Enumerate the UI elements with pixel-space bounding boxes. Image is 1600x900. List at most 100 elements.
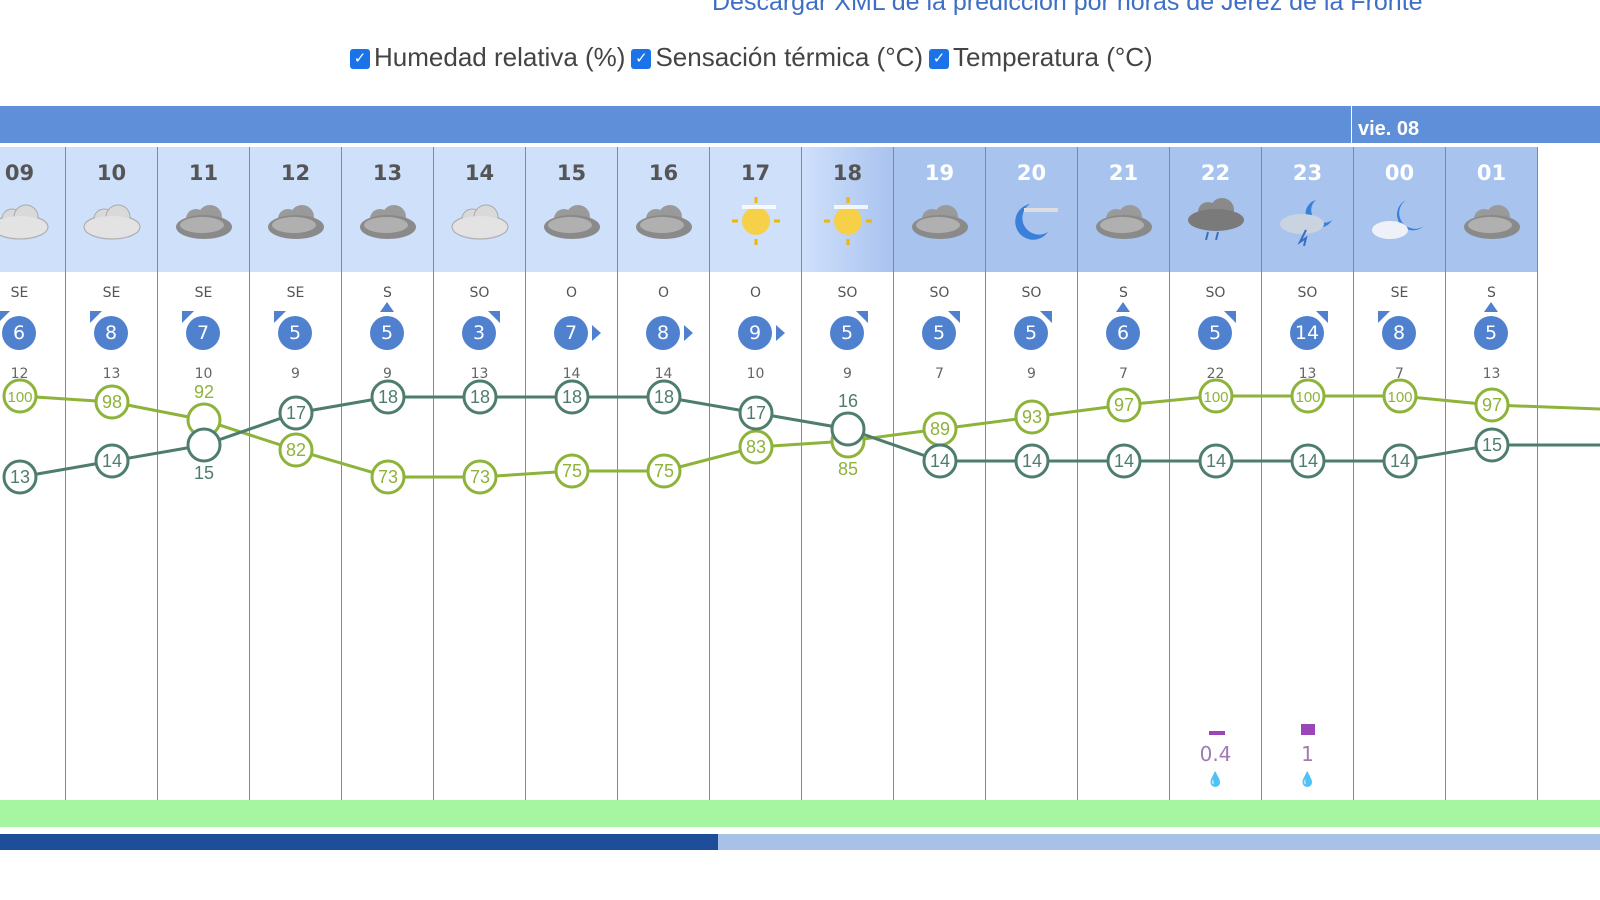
hour-column: 09 SE 6 12 bbox=[0, 147, 66, 827]
hour-label: 00 bbox=[1384, 161, 1415, 185]
wind-direction: SE bbox=[10, 285, 29, 301]
temperature-toggle[interactable]: ✓ Temperatura (°C) bbox=[929, 42, 1153, 73]
download-xml-link[interactable]: Descargar XML de la predicción por horas… bbox=[712, 0, 1423, 16]
hour-label: 22 bbox=[1200, 161, 1231, 185]
hour-header: 14 bbox=[434, 147, 525, 272]
checkbox-checked-icon[interactable]: ✓ bbox=[631, 49, 652, 70]
series-legend: ✓ Humedad relativa (%) ✓ Sensación térmica… bbox=[350, 42, 1153, 73]
hour-header: 12 bbox=[250, 147, 341, 272]
wind-direction: SO bbox=[929, 285, 950, 301]
hour-column: 01 S 5 13 bbox=[1446, 147, 1538, 827]
wind-direction: SO bbox=[469, 285, 490, 301]
wind-arrow-icon bbox=[684, 325, 693, 341]
hour-header: 18 bbox=[802, 147, 893, 272]
cloud-icon bbox=[1446, 191, 1537, 251]
hour-column: 14 SO 3 13 bbox=[434, 147, 526, 827]
hour-column: 17 O 9 10 bbox=[710, 147, 802, 827]
checkbox-checked-icon[interactable]: ✓ bbox=[929, 49, 950, 70]
wind-gust: 12 bbox=[10, 366, 29, 382]
wind-direction: O bbox=[749, 285, 762, 301]
hour-column: 11 SE 7 10 bbox=[158, 147, 250, 827]
wind-gust: 14 bbox=[654, 366, 673, 382]
wind-direction: SE bbox=[194, 285, 213, 301]
wind-direction: SE bbox=[102, 285, 121, 301]
wind-arrow-icon bbox=[380, 302, 394, 312]
wind-speed: 8 bbox=[94, 316, 128, 350]
wind-speed: 5 bbox=[830, 316, 864, 350]
wind-speed: 3 bbox=[462, 316, 496, 350]
checkbox-checked-icon[interactable]: ✓ bbox=[350, 49, 370, 70]
wind-speed: 6 bbox=[1106, 316, 1140, 350]
cloud-icon bbox=[342, 191, 433, 251]
wind-gust: 13 bbox=[102, 366, 121, 382]
horizontal-scrollbar[interactable] bbox=[0, 834, 1600, 850]
cloud-rain-icon bbox=[1170, 191, 1261, 251]
hour-header: 10 bbox=[66, 147, 157, 272]
hour-header: 01 bbox=[1446, 147, 1537, 272]
wind-speed: 5 bbox=[278, 316, 312, 350]
hour-label: 20 bbox=[1016, 161, 1047, 185]
wind-gust: 13 bbox=[1298, 366, 1317, 382]
wind-gust: 10 bbox=[746, 366, 765, 382]
wind-arrow-icon bbox=[1484, 302, 1498, 312]
hour-header: 20 bbox=[986, 147, 1077, 272]
wind-arrow-icon bbox=[1116, 302, 1130, 312]
precipitation-value: 0.4 bbox=[1199, 742, 1232, 766]
hour-label: 01 bbox=[1476, 161, 1507, 185]
wind-speed: 8 bbox=[646, 316, 680, 350]
wind-speed: 5 bbox=[922, 316, 956, 350]
hour-header: 15 bbox=[526, 147, 617, 272]
wind-direction: SE bbox=[286, 285, 305, 301]
wind-direction: SO bbox=[837, 285, 858, 301]
hour-column: 21 S 6 7 bbox=[1078, 147, 1170, 827]
wind-gust: 7 bbox=[1395, 366, 1404, 382]
rain-drops-icon: 💧 bbox=[1298, 772, 1317, 788]
hour-column: 20 SO 5 9 bbox=[986, 147, 1078, 827]
wind-direction: S bbox=[1487, 285, 1496, 301]
hour-label: 17 bbox=[740, 161, 771, 185]
legend-label: Temperatura (°C) bbox=[953, 42, 1153, 72]
hour-column: 18 SO 5 9 bbox=[802, 147, 894, 827]
hour-header: 16 bbox=[618, 147, 709, 272]
feels-like-toggle[interactable]: ✓ Sensación térmica (°C) bbox=[631, 42, 923, 73]
hour-label: 18 bbox=[832, 161, 863, 185]
wind-gust: 9 bbox=[1027, 366, 1036, 382]
wind-gust: 13 bbox=[470, 366, 489, 382]
hour-header: 17 bbox=[710, 147, 801, 272]
wind-speed: 14 bbox=[1290, 316, 1324, 350]
wind-gust: 10 bbox=[194, 366, 213, 382]
cloud-icon bbox=[618, 191, 709, 251]
hour-column: 16 O 8 14 bbox=[618, 147, 710, 827]
wind-direction: O bbox=[657, 285, 670, 301]
wind-gust: 13 bbox=[1482, 366, 1501, 382]
moon-cloud-icon bbox=[1354, 191, 1445, 251]
hour-header: 23 bbox=[1262, 147, 1353, 272]
hour-label: 13 bbox=[372, 161, 403, 185]
cloud-icon bbox=[526, 191, 617, 251]
wind-speed: 5 bbox=[1198, 316, 1232, 350]
hour-column: 12 SE 5 9 bbox=[250, 147, 342, 827]
hour-header: 11 bbox=[158, 147, 249, 272]
hour-column: 13 S 5 9 bbox=[342, 147, 434, 827]
precipitation-bar bbox=[1301, 724, 1315, 735]
hour-label: 23 bbox=[1292, 161, 1323, 185]
day-label: vie. 08 bbox=[1351, 106, 1419, 143]
cloud-light-icon bbox=[0, 191, 65, 251]
wind-speed: 9 bbox=[738, 316, 772, 350]
legend-label: Humedad relativa (%) bbox=[374, 42, 626, 72]
moon-haze-icon bbox=[986, 191, 1077, 251]
wind-arrow-icon bbox=[592, 325, 601, 341]
scrollbar-thumb[interactable] bbox=[0, 834, 718, 850]
legend-label: Sensación térmica (°C) bbox=[655, 42, 924, 72]
wind-arrow-icon bbox=[0, 311, 10, 323]
humidity-toggle[interactable]: ✓ Humedad relativa (%) bbox=[350, 42, 625, 73]
rain-drops-icon: 💧 bbox=[1206, 772, 1225, 788]
moon-storm-icon bbox=[1262, 191, 1353, 251]
wind-gust: 14 bbox=[562, 366, 581, 382]
wind-speed: 6 bbox=[2, 316, 36, 350]
precipitation-bar bbox=[1209, 730, 1225, 735]
wind-gust: 7 bbox=[935, 366, 944, 382]
hour-header: 09 bbox=[0, 147, 65, 272]
hour-header: 00 bbox=[1354, 147, 1445, 272]
wind-gust: 9 bbox=[843, 366, 852, 382]
